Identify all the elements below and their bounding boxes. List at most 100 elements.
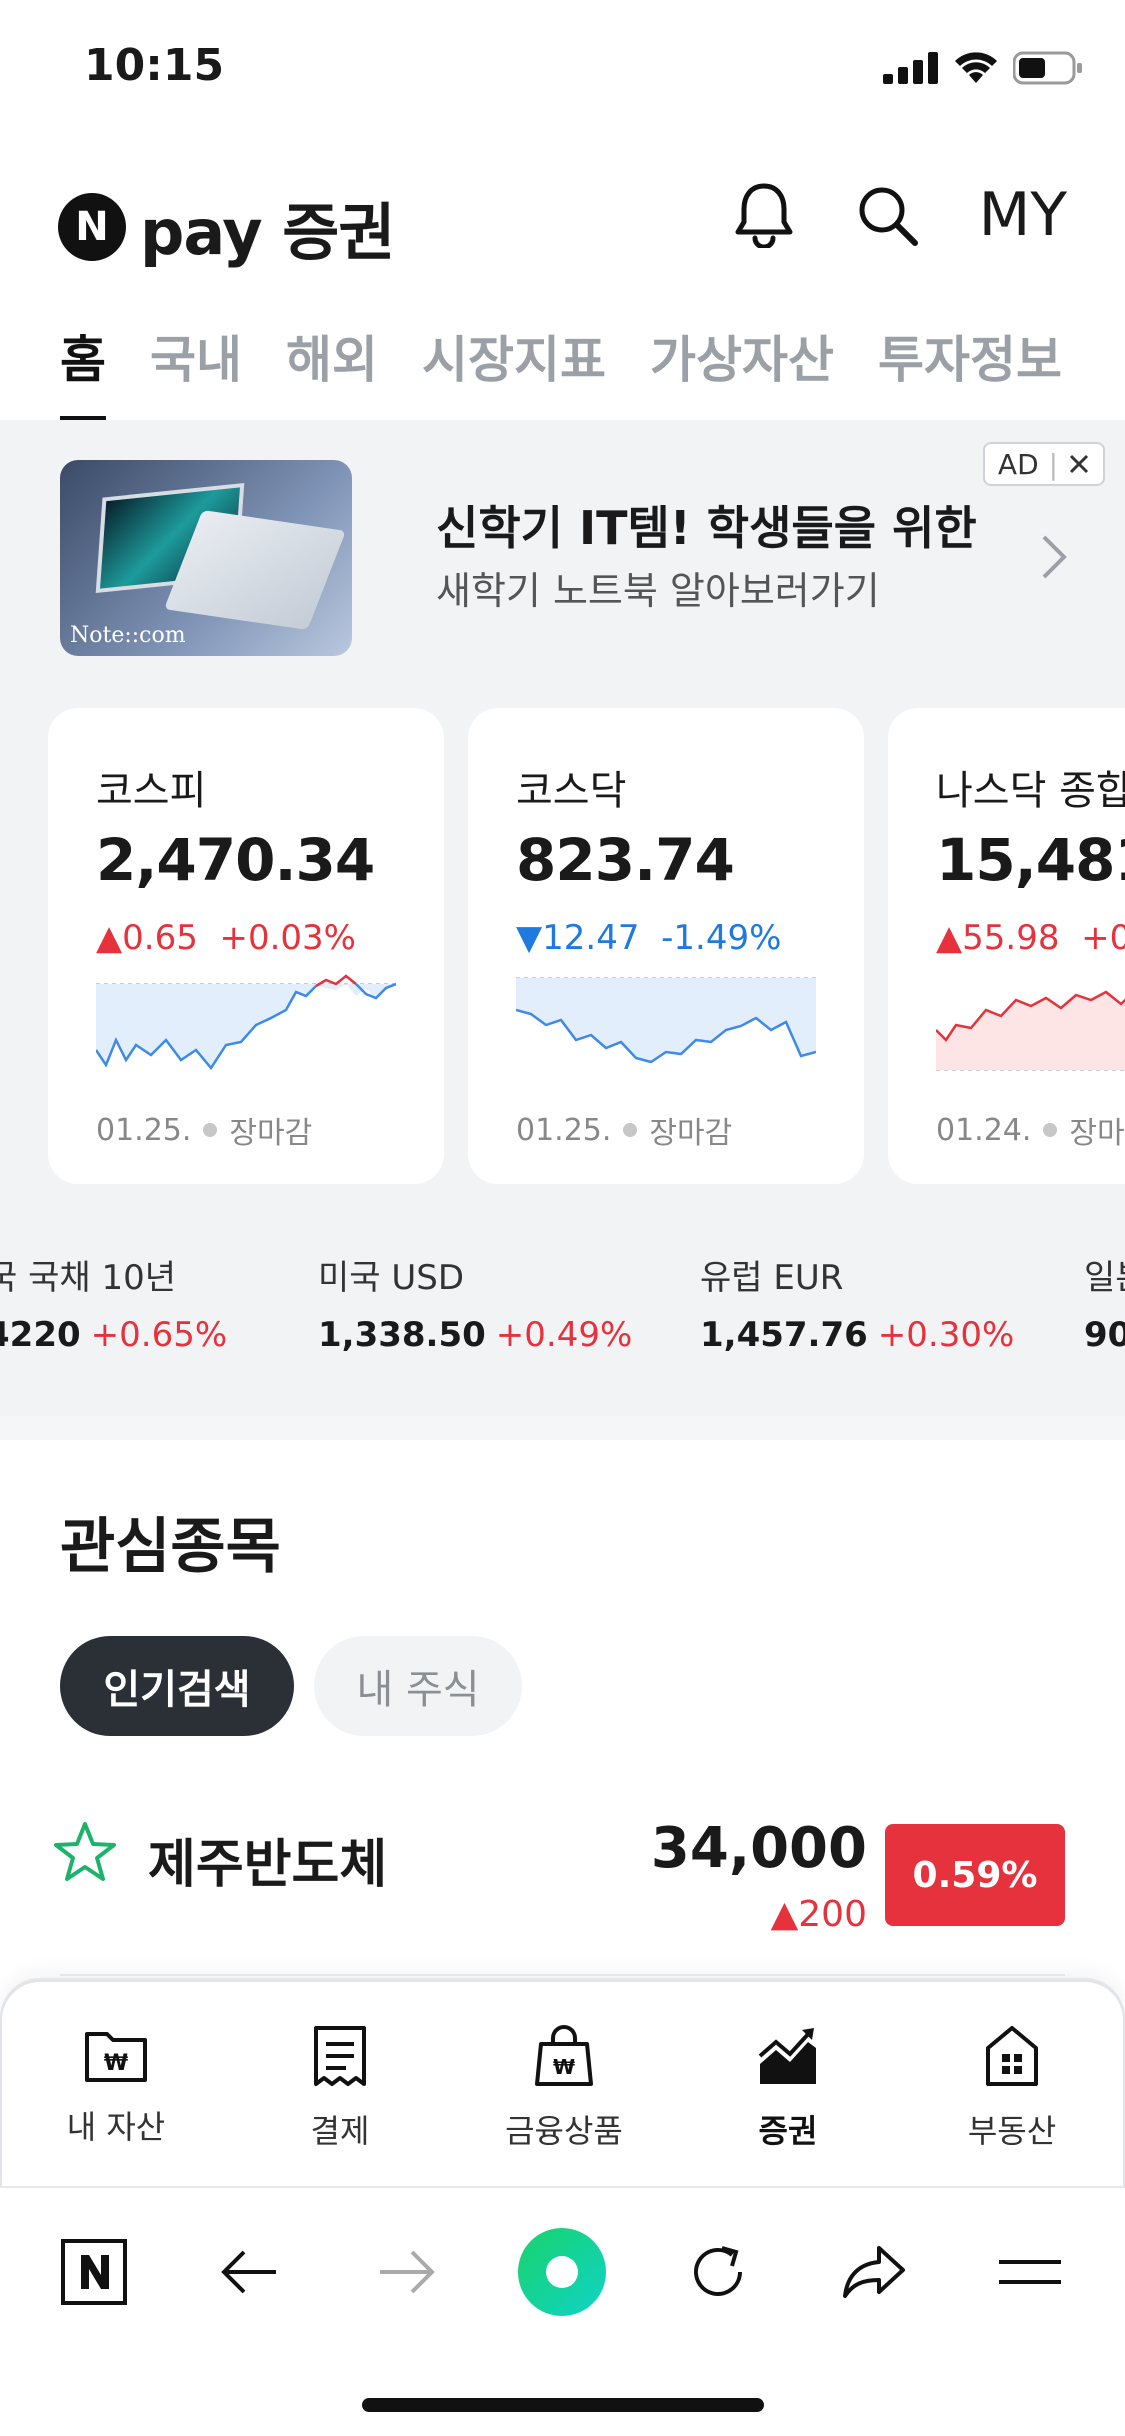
filter-popular-search[interactable]: 인기검색 (60, 1636, 294, 1736)
tab-home[interactable]: 홈 (60, 320, 106, 422)
my-button[interactable]: MY (978, 180, 1067, 250)
header-actions: MY (733, 180, 1067, 250)
stock-chart-icon (758, 2028, 816, 2084)
receipt-icon (314, 2026, 366, 2086)
forward-button[interactable] (356, 2222, 456, 2322)
index-card-kospi[interactable]: 코스피 2,470.34 ▲0.65 +0.03% 01.25. 장마감 (48, 708, 444, 1184)
ad-banner[interactable]: Note::com 신학기 IT템! 학생들을 위한 새학기 노트북 알아보러가… (0, 420, 1125, 680)
cellular-signal-icon (883, 52, 938, 84)
triangle-up-icon: ▲ (936, 918, 963, 958)
building-icon (986, 2026, 1038, 2086)
chevron-right-icon (1042, 535, 1067, 579)
ad-badge[interactable]: AD | (983, 442, 1105, 486)
status-time: 10:15 (84, 40, 225, 91)
index-card-kosdaq[interactable]: 코스닥 823.74 ▼12.47 -1.49% 01.25. 장마감 (468, 708, 864, 1184)
market-item-eur[interactable]: 유럽 EUR 1,457.76 +0.30% (700, 1250, 1014, 1355)
market-indicators-row: 국 국채 10년 4220+0.65% 미국 USD 1,338.50+0.49… (0, 1250, 1125, 1410)
search-icon[interactable] (855, 183, 919, 247)
market-item-usd[interactable]: 미국 USD 1,338.50 +0.49% (318, 1250, 632, 1355)
market-pct: +0.65% (90, 1315, 228, 1355)
market-value: 1,338.50 (318, 1315, 486, 1355)
nav-payment[interactable]: 결제 (240, 2024, 440, 2152)
menu-icon (999, 2260, 1061, 2284)
triangle-up-icon: ▲ (96, 918, 123, 958)
star-icon[interactable] (52, 1820, 118, 1884)
nav-financial-products[interactable]: ₩ 금융상품 (464, 2024, 664, 2152)
watchlist-title: 관심종목 (60, 1512, 281, 1582)
ad-label: AD (997, 447, 1039, 481)
tab-domestic[interactable]: 국내 (150, 331, 242, 389)
browser-toolbar (0, 2186, 1125, 2436)
tab-crypto[interactable]: 가상자산 (650, 331, 834, 389)
ad-image: Note::com (60, 460, 352, 656)
triangle-up-icon: ▲ (770, 1894, 799, 1935)
index-name: 나스닥 종합 (936, 768, 1125, 814)
nav-securities[interactable]: 증권 (688, 2024, 888, 2152)
green-dot-button[interactable] (512, 2222, 612, 2322)
arrow-right-icon (380, 2250, 435, 2294)
index-change: ▲55.98 +0. (936, 918, 1125, 958)
index-footer: 01.25. 장마감 (516, 1112, 733, 1152)
green-dot-icon (518, 2228, 606, 2316)
tab-investment-info[interactable]: 투자정보 (878, 331, 1062, 389)
market-pct: +0.30% (877, 1315, 1015, 1355)
market-name: 국 국채 10년 (0, 1258, 176, 1298)
ad-title: 신학기 IT템! 학생들을 위한 (436, 501, 977, 555)
index-footer: 01.24. 장마 (936, 1112, 1125, 1152)
row-divider (60, 1974, 1065, 1976)
nav-real-estate[interactable]: 부동산 (912, 2024, 1112, 2152)
stock-price: 34,000 (650, 1816, 867, 1881)
naver-n-icon: N (58, 193, 126, 261)
shopping-bag-icon: ₩ (535, 2025, 593, 2086)
refresh-button[interactable] (668, 2222, 768, 2322)
index-card-nasdaq[interactable]: 나스닥 종합 15,481. ▲55.98 +0. 01.24.장마 (888, 708, 1125, 1184)
market-name: 미국 USD (318, 1258, 465, 1298)
index-cards: 코스피 2,470.34 ▲0.65 +0.03% 01.25. 장마감 코스닥 … (0, 708, 1125, 1184)
naver-n-box-icon (61, 2239, 127, 2305)
share-button[interactable] (824, 2222, 924, 2322)
index-sparkline (936, 990, 1125, 1071)
index-name: 코스닥 (516, 768, 627, 814)
ad-subtitle: 새학기 노트북 알아보러가기 (436, 569, 880, 613)
index-sparkline (516, 977, 816, 1064)
back-button[interactable] (200, 2222, 300, 2322)
index-sparkline (96, 974, 396, 1071)
tab-overseas[interactable]: 해외 (286, 331, 378, 389)
index-footer: 01.25. 장마감 (96, 1112, 313, 1152)
market-pct: +0.49% (495, 1315, 633, 1355)
market-name: 유럽 EUR (700, 1258, 844, 1298)
market-item-jpy[interactable]: 일본 90 (1084, 1250, 1125, 1355)
brand-logo[interactable]: N pay 증권 (58, 182, 395, 272)
status-icons (883, 48, 1083, 88)
status-bar: 10:15 (0, 0, 1125, 140)
stock-name: 제주반도체 (148, 1835, 388, 1895)
index-value: 15,481. (936, 826, 1125, 894)
tab-market-indicators[interactable]: 시장지표 (422, 331, 606, 389)
market-value: 4220 (0, 1315, 81, 1355)
nav-my-assets[interactable]: ₩ 내 자산 (16, 2024, 216, 2148)
battery-icon (1013, 51, 1082, 85)
stock-change: ▲200 (770, 1894, 867, 1935)
stock-row[interactable]: 제주반도체 34,000 ▲200 0.59% (0, 1800, 1125, 1950)
market-name: 일본 (1084, 1258, 1125, 1298)
app-header: N pay 증권 MY (0, 160, 1125, 270)
market-item-bond[interactable]: 국 국채 10년 4220+0.65% (0, 1250, 227, 1355)
market-value: 1,457.76 (700, 1315, 868, 1355)
bell-icon[interactable] (733, 182, 795, 248)
index-value: 2,470.34 (96, 826, 375, 894)
stock-pct-badge[interactable]: 0.59% (885, 1824, 1065, 1926)
svg-text:₩: ₩ (553, 2055, 575, 2079)
index-value: 823.74 (516, 826, 735, 894)
menu-button[interactable] (980, 2222, 1080, 2322)
home-indicator (362, 2398, 764, 2412)
section-divider (0, 1416, 1125, 1440)
ad-image-caption: Note::com (70, 623, 186, 648)
close-icon[interactable] (1068, 453, 1090, 475)
arrow-left-icon (221, 2250, 276, 2294)
main-tabs: 홈 국내 해외 시장지표 가상자산 투자정보 (0, 320, 1125, 422)
triangle-down-icon: ▼ (516, 918, 543, 958)
filter-my-stocks[interactable]: 내 주식 (314, 1636, 522, 1736)
wifi-icon (955, 52, 997, 83)
naver-home-button[interactable] (44, 2222, 144, 2322)
bottom-nav: ₩ 내 자산 결제 ₩ 금융상품 증권 (0, 1980, 1125, 2186)
